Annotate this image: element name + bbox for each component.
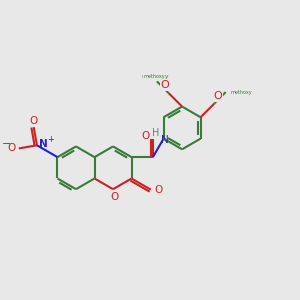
Text: methoxy: methoxy — [143, 74, 165, 79]
Text: O: O — [213, 91, 222, 101]
Text: O: O — [7, 143, 16, 153]
Text: O: O — [154, 184, 162, 195]
Text: O: O — [30, 116, 38, 126]
Text: methoxy: methoxy — [230, 90, 252, 94]
Text: N: N — [39, 139, 48, 149]
Text: O: O — [141, 131, 150, 141]
Text: +: + — [47, 135, 54, 144]
Text: N: N — [161, 135, 169, 145]
Text: O: O — [110, 193, 118, 202]
Text: O: O — [161, 81, 169, 92]
Text: −: − — [2, 139, 11, 149]
Text: H: H — [152, 128, 159, 138]
Text: O: O — [160, 80, 169, 91]
Text: methoxy: methoxy — [142, 74, 169, 79]
